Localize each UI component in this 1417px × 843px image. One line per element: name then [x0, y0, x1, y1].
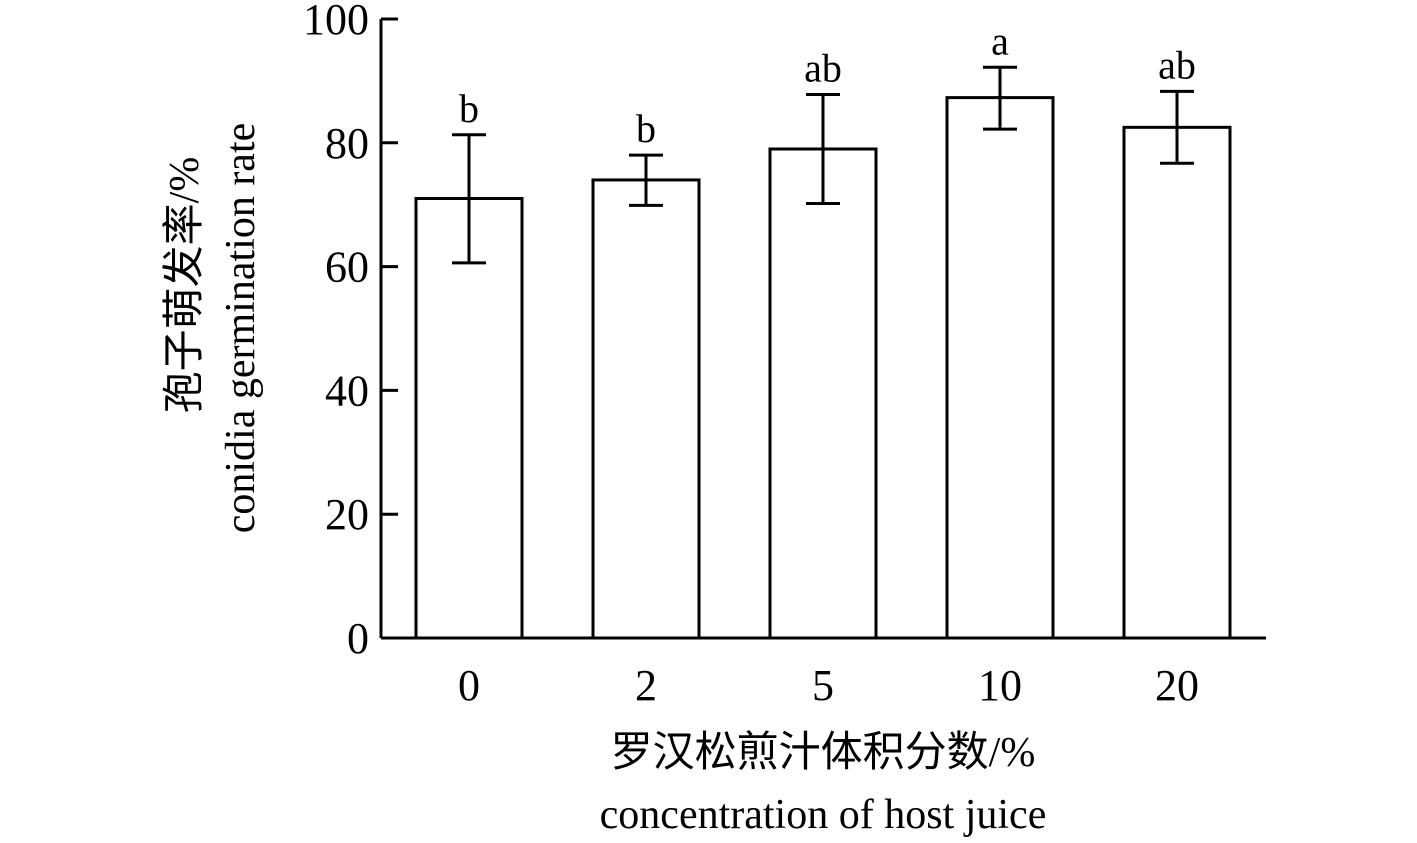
y-tick-label: 20	[325, 490, 369, 539]
y-axis-title-en: conidia germination rate	[218, 123, 264, 534]
significance-letters: b b ab a ab	[459, 18, 1196, 151]
significance-letter: ab	[804, 46, 842, 91]
bars	[414, 96, 1232, 640]
bar	[1122, 125, 1232, 640]
significance-letter: ab	[1158, 42, 1196, 87]
x-tick-label: 5	[812, 661, 834, 710]
y-axis: 0 20 40 60 80 100	[303, 0, 398, 663]
bar	[591, 178, 701, 640]
axis-titles: 罗汉松煎汁体积分数/% concentration of host juice …	[161, 123, 1046, 838]
significance-letter: b	[636, 106, 656, 151]
x-tick-label: 20	[1155, 661, 1199, 710]
y-tick-label: 60	[325, 243, 369, 292]
x-tick-label: 0	[458, 661, 480, 710]
y-tick-label: 0	[347, 614, 369, 663]
x-tick-label: 10	[978, 661, 1022, 710]
significance-letter: a	[991, 18, 1009, 63]
y-tick-label: 100	[303, 0, 369, 44]
y-tick-label: 40	[325, 366, 369, 415]
bar	[414, 197, 524, 640]
y-axis-title-cn: 孢子萌发率/%	[161, 157, 208, 414]
x-tick-label: 2	[635, 661, 657, 710]
error-bars	[452, 65, 1194, 265]
bar	[768, 147, 878, 640]
x-axis-title-en: concentration of host juice	[600, 792, 1047, 838]
y-tick-label: 80	[325, 119, 369, 168]
bar	[945, 96, 1055, 640]
significance-letter: b	[459, 86, 479, 131]
x-axis-title-cn: 罗汉松煎汁体积分数/%	[611, 729, 1036, 776]
